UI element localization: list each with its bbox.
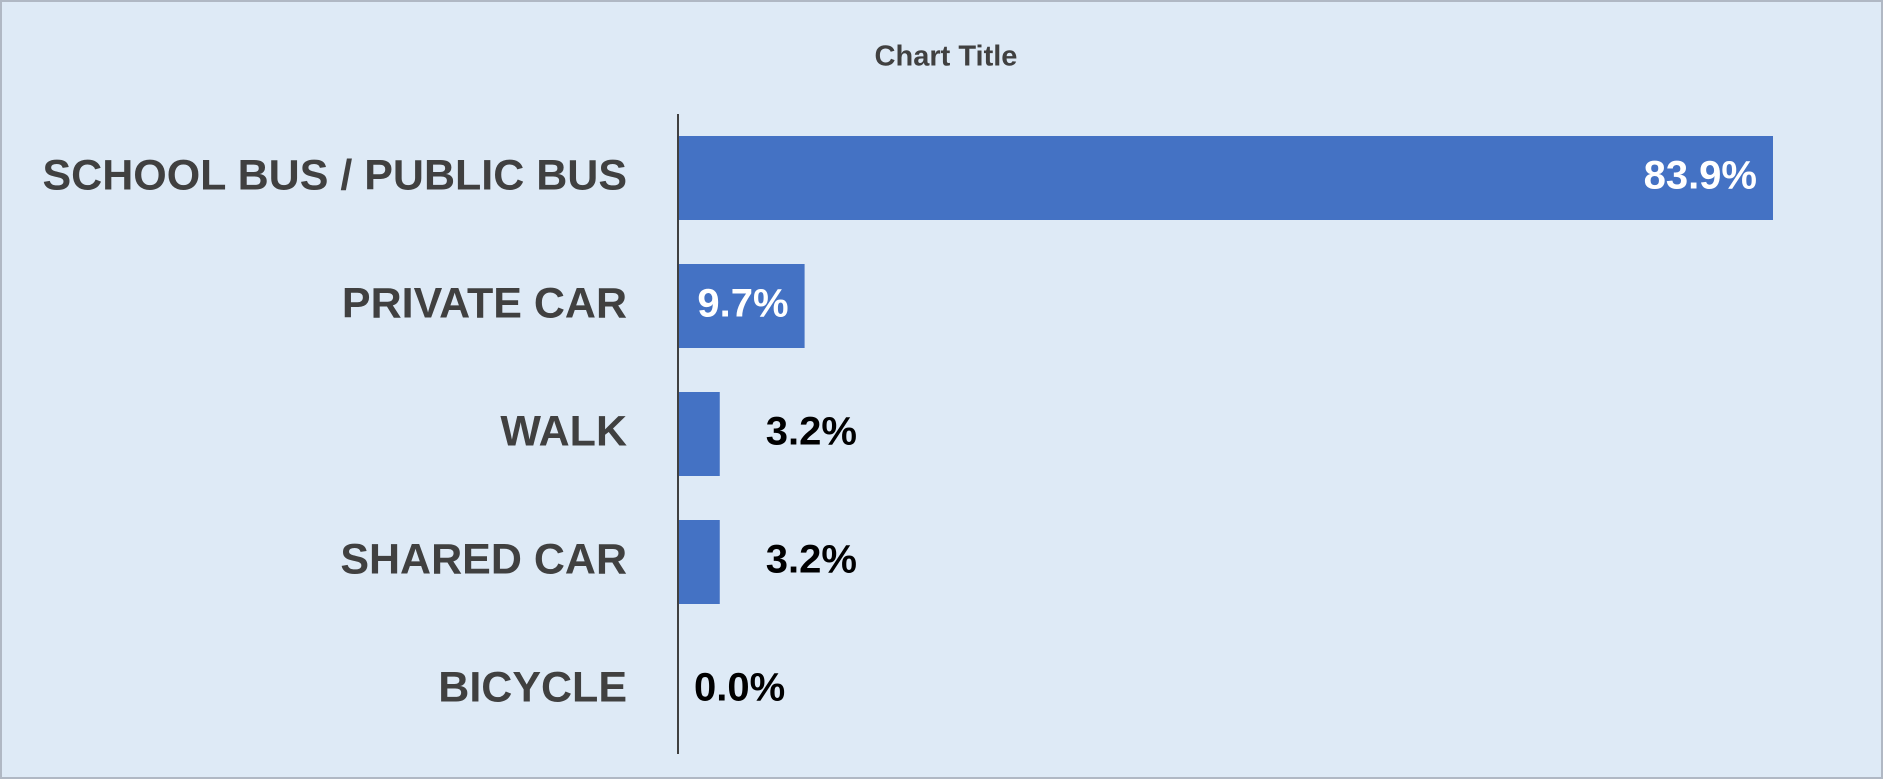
chart-title: Chart Title [875, 41, 1018, 73]
bar [678, 264, 805, 348]
value-label: 9.7% [697, 282, 788, 326]
bar [678, 136, 1773, 220]
value-label: 3.2% [766, 410, 857, 454]
category-label: PRIVATE CAR [342, 279, 627, 327]
value-label: 3.2% [766, 538, 857, 582]
category-label: WALK [500, 407, 627, 455]
category-label: BICYCLE [438, 663, 627, 711]
bar [678, 392, 720, 476]
value-label: 0.0% [694, 666, 785, 710]
category-label: SHARED CAR [340, 535, 627, 583]
bar [678, 520, 720, 604]
value-label: 83.9% [1644, 154, 1757, 198]
category-label: SCHOOL BUS / PUBLIC BUS [42, 151, 627, 199]
